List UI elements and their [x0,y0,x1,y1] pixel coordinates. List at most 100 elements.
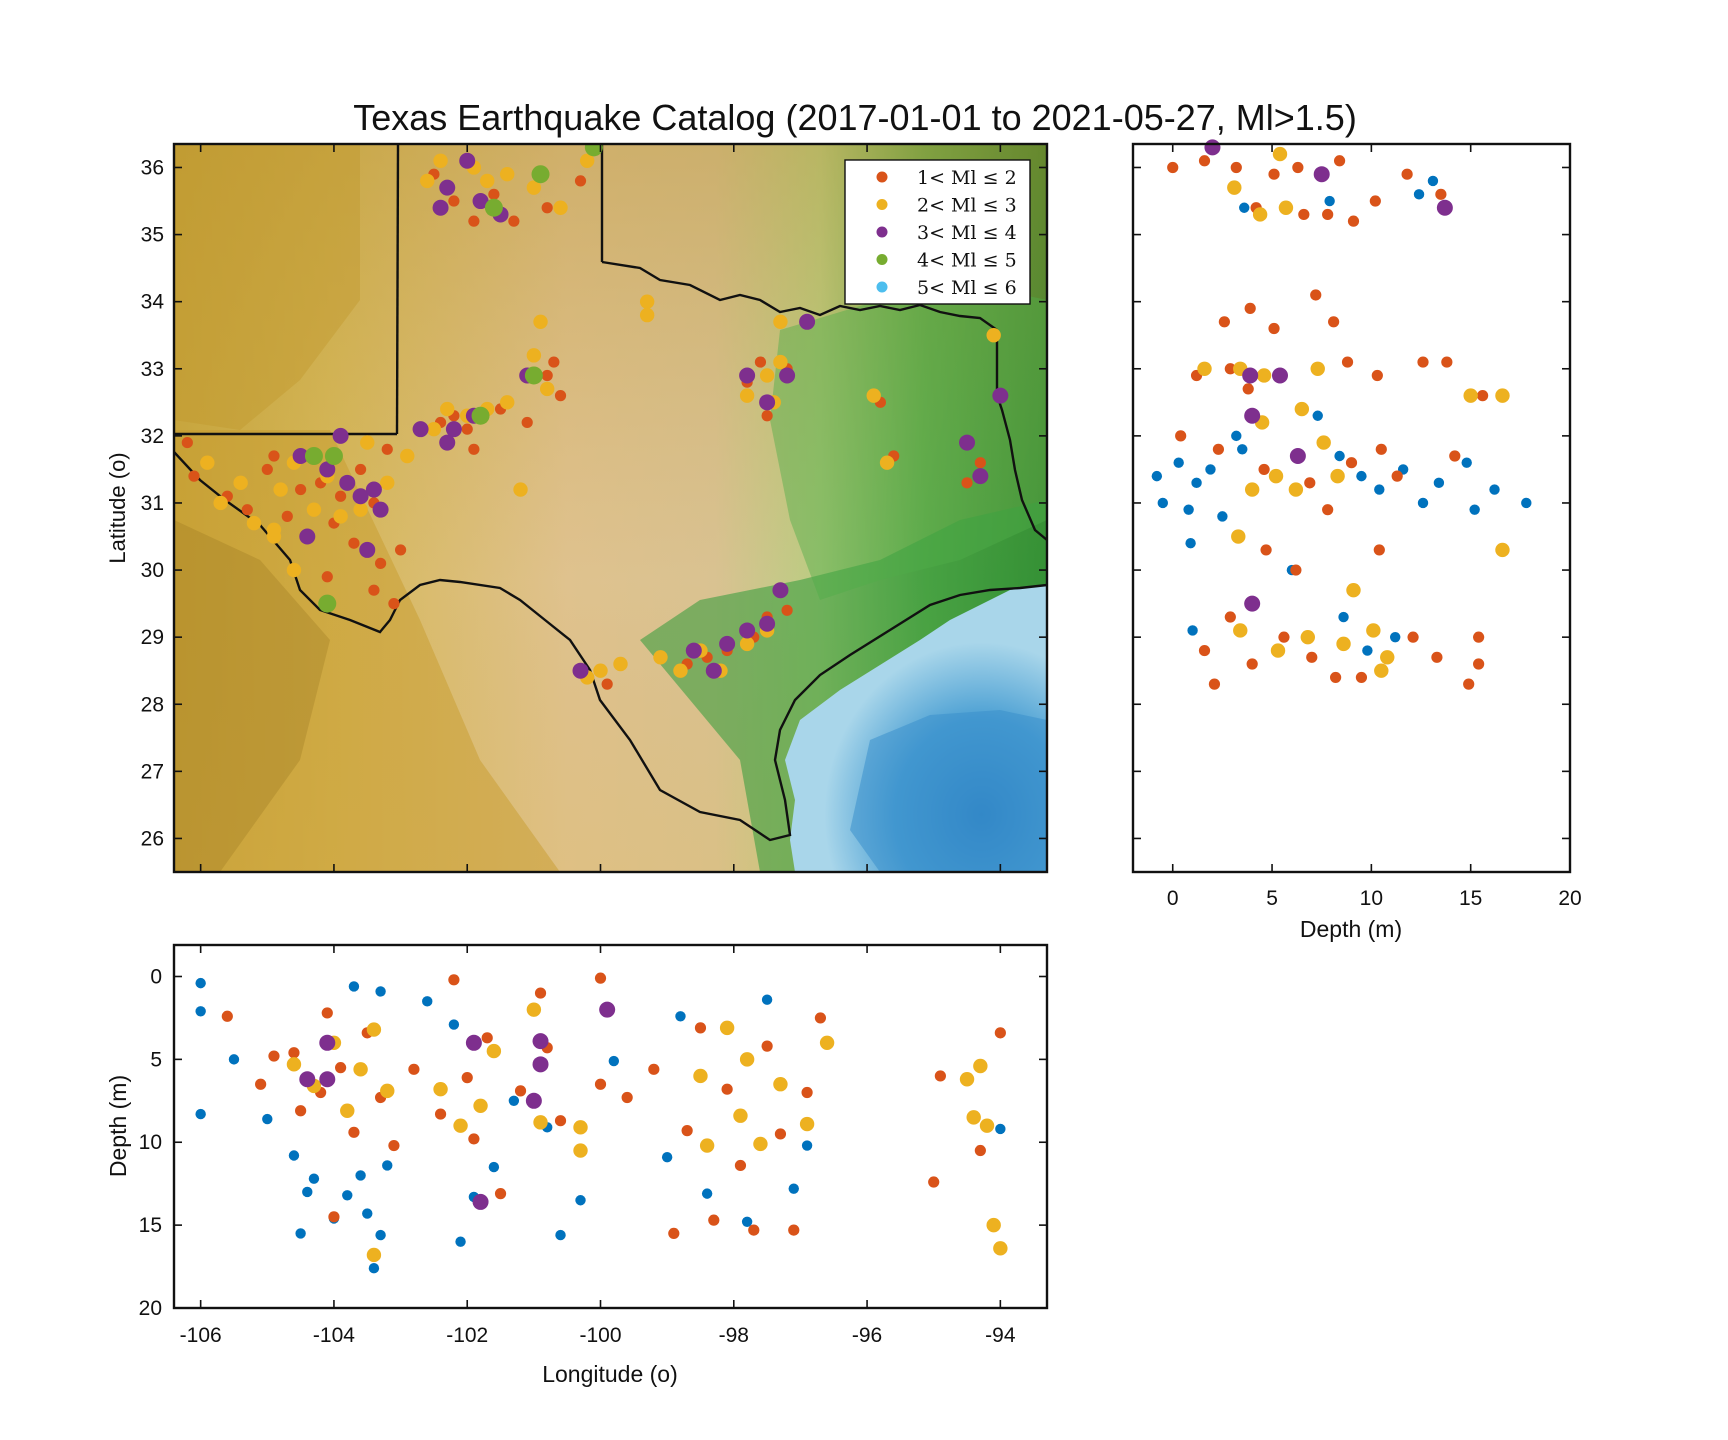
longitude-depth-x-label: Longitude (o) [542,1361,678,1387]
lod-point-s2-8 [433,1082,448,1097]
lod-point-s0-26 [555,1229,566,1241]
ld-point-s0-29 [1390,631,1401,643]
ld-point-s1-49 [1463,678,1475,690]
map-scatter-points [181,144,1009,690]
ld-point-s2-9 [1294,401,1310,417]
ld-point-s1-43 [1330,671,1342,684]
ld-point-s1-38 [1198,644,1211,657]
map-point-s1-11 [360,435,375,450]
lod-point-s1-17 [481,1032,493,1044]
lod-point-s2-29 [986,1217,1001,1233]
ld-point-s2-11 [1268,468,1284,484]
lod-point-s1-15 [461,1072,473,1084]
lod-point-s0-1 [195,1006,206,1017]
map-point-s1-1 [213,495,228,511]
map-point-s2-6 [299,528,316,545]
map-point-s1-47 [593,663,608,678]
map-point-s1-39 [879,455,895,470]
lod-point-s0-13 [368,1263,380,1274]
longitude-depth-points [195,972,1008,1274]
map-ytick-label: 30 [141,559,164,582]
legend-label-4: 5< Ml ≤ 6 [917,277,1017,299]
map-point-s2-5 [372,501,389,518]
map-point-s0-4 [261,463,273,476]
map-point-s1-31 [639,294,655,309]
map-point-s1-26 [480,173,495,189]
lod-ytick-label: 0 [150,965,162,988]
map-point-s2-19 [739,367,756,384]
lod-point-s1-36 [788,1224,800,1236]
map-point-s2-1 [319,461,336,478]
map-point-s0-46 [754,356,767,368]
map-point-s1-20 [533,314,548,330]
lod-point-s1-2 [268,1050,280,1062]
lod-point-s1-13 [434,1108,447,1120]
lod-point-s2-28 [979,1118,995,1133]
ld-point-s2-6 [1256,368,1272,383]
ld-point-s0-7 [1237,444,1248,455]
lod-point-s3-5 [532,1033,549,1050]
map-point-s0-15 [374,557,387,569]
lod-point-s2-25 [959,1072,975,1087]
lod-point-s1-40 [934,1070,946,1082]
ld-point-s3-6 [1289,448,1306,464]
ld-point-s0-14 [1461,457,1472,468]
map-point-s1-37 [773,314,788,330]
lod-point-s2-5 [366,1022,382,1037]
map-point-s1-0 [200,455,215,470]
lod-point-s1-7 [335,1062,347,1074]
map-point-s3-1 [324,447,343,465]
lod-point-s2-20 [739,1052,755,1067]
map-point-s1-19 [526,348,542,363]
map-point-s1-34 [759,368,775,383]
ld-point-s2-10 [1316,435,1331,450]
ld-point-s2-2 [1252,207,1268,222]
ld-point-s1-3 [1268,168,1280,180]
ld-point-s3-1 [1313,166,1330,183]
map-ytick-label: 26 [141,827,164,850]
lod-point-s0-32 [761,994,773,1005]
lod-point-s2-4 [353,1062,368,1077]
map-point-s2-24 [705,662,722,679]
lod-point-s0-30 [701,1188,713,1199]
lod-point-s1-28 [681,1125,693,1137]
ld-point-s1-19 [1224,363,1236,375]
map-point-s2-27 [759,615,776,632]
map-point-s1-50 [286,562,302,578]
lod-xtick-label: -98 [719,1324,749,1347]
map-point-s2-2 [339,474,356,491]
legend-label-0: 1< Ml ≤ 2 [917,167,1017,189]
map-point-s0-17 [394,544,407,556]
map-point-s2-21 [779,367,796,384]
ld-point-s1-30 [1345,457,1358,469]
latitude-depth-y-axis [1133,166,1570,840]
lod-point-s2-10 [473,1098,488,1113]
lod-point-s1-11 [388,1139,400,1152]
longitude-depth-y-label: Depth (m) [105,1075,131,1177]
ld-point-s2-24 [1366,623,1381,638]
ld-point-s1-23 [1417,356,1429,368]
lod-point-s0-4 [262,1113,273,1125]
lod-point-s1-14 [448,974,460,986]
map-point-s0-3 [241,504,253,516]
ld-point-s1-42 [1306,651,1318,663]
map-point-s1-51 [266,522,282,538]
lod-point-s0-8 [308,1173,320,1184]
lod-point-s0-14 [375,1229,386,1241]
longitude-depth-x-label-text: Longitude (o) [542,1361,678,1387]
ld-point-s1-34 [1322,504,1334,516]
lod-point-s1-18 [494,1188,507,1200]
ld-point-s2-20 [1233,623,1248,638]
lod-point-s3-4 [472,1193,489,1210]
map-ytick-label: 32 [141,425,164,448]
map-point-s2-25 [719,635,736,652]
map-point-s1-2 [233,475,248,491]
ld-point-s1-27 [1212,443,1225,455]
ld-point-s0-16 [1521,497,1532,509]
ld-point-s1-20 [1242,383,1254,395]
ld-point-s0-1 [1157,497,1168,509]
lod-point-s3-7 [525,1092,542,1109]
ld-point-s1-46 [1431,651,1443,663]
ld-xtick-label: 0 [1167,887,1179,910]
lod-point-s0-28 [661,1151,673,1163]
